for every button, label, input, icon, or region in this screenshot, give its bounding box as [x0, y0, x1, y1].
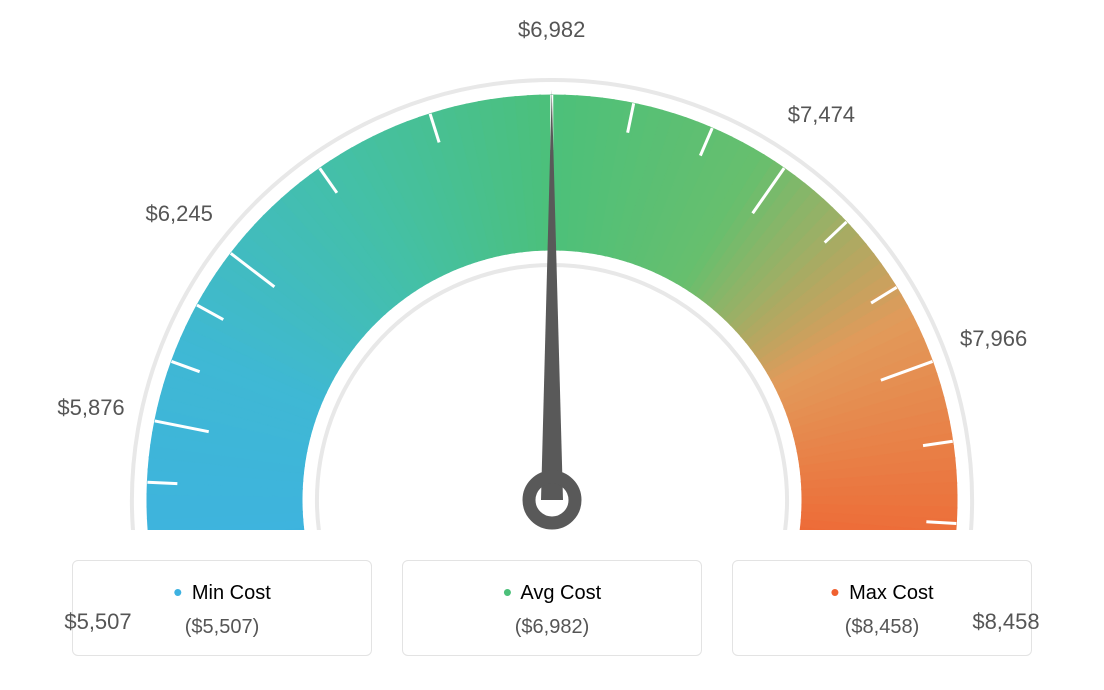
legend-avg-card: • Avg Cost ($6,982) — [402, 560, 702, 656]
tick-label: $5,507 — [64, 609, 131, 635]
legend-avg-label: Avg Cost — [520, 582, 601, 604]
dot-icon: • — [830, 577, 839, 607]
gauge-chart: $5,507$5,876$6,245$6,982$7,474$7,966$8,4… — [52, 30, 1052, 530]
tick-label: $6,245 — [146, 201, 213, 227]
legend-max-title: • Max Cost — [751, 577, 1013, 608]
dot-icon: • — [173, 577, 182, 607]
tick-label: $7,474 — [788, 102, 855, 128]
dot-icon: • — [503, 577, 512, 607]
legend-min-title: • Min Cost — [91, 577, 353, 608]
gauge-svg — [52, 30, 1052, 530]
legend-row: • Min Cost ($5,507) • Avg Cost ($6,982) … — [20, 560, 1084, 656]
tick-label: $7,966 — [960, 326, 1027, 352]
tick-label: $5,876 — [57, 395, 124, 421]
legend-max-label: Max Cost — [849, 582, 933, 604]
tick-label: $8,458 — [972, 609, 1039, 635]
legend-min-label: Min Cost — [192, 582, 271, 604]
legend-avg-title: • Avg Cost — [421, 577, 683, 608]
legend-avg-value: ($6,982) — [421, 616, 683, 639]
tick-label: $6,982 — [518, 17, 585, 43]
